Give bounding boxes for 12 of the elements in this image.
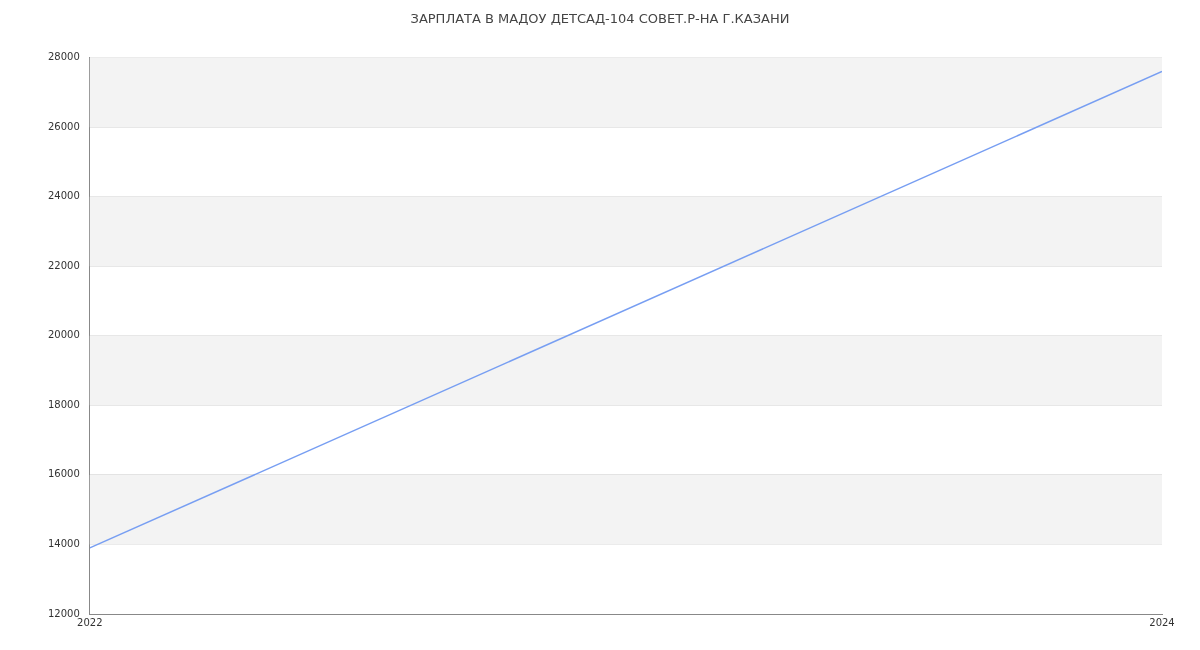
y-tick-label: 20000 [48, 329, 80, 341]
y-tick-label: 16000 [48, 468, 80, 480]
y-tick-label: 28000 [48, 51, 80, 63]
y-tick-label: 22000 [48, 259, 80, 271]
y-tick-label: 18000 [48, 398, 80, 410]
y-tick-label: 24000 [48, 190, 80, 202]
chart-title: ЗАРПЛАТА В МАДОУ ДЕТСАД-104 СОВЕТ.Р-НА Г.КАЗАНИ [410, 11, 790, 27]
x-tick-label: 2022 [77, 616, 103, 628]
y-tick-label: 12000 [48, 607, 80, 619]
y-tick-label: 14000 [48, 538, 80, 550]
x-tick-label: 2024 [1149, 616, 1175, 628]
y-tick-label: 26000 [48, 120, 80, 132]
